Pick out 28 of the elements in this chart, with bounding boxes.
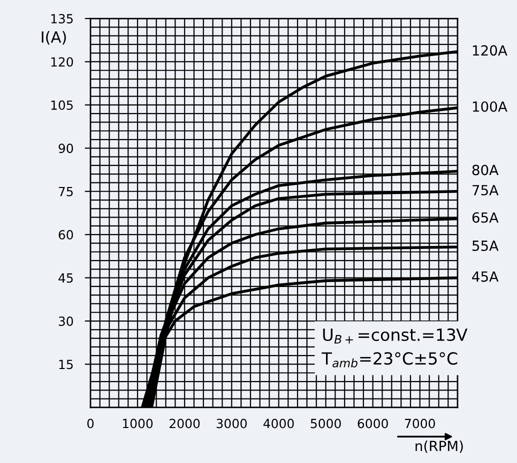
y-tick-label: 60 (58, 230, 73, 240)
series-label: 75A (472, 185, 498, 196)
x-tick-label: 1000 (123, 418, 153, 428)
series-label: 55A (472, 240, 498, 252)
series-label: 80A (472, 164, 498, 176)
y-tick-label: 105 (51, 100, 73, 110)
y-tick-label: 30 (58, 316, 73, 326)
y-tick-label: 90 (58, 144, 73, 154)
x-tick-label: 0 (87, 418, 94, 428)
y-tick-label: 15 (59, 360, 73, 370)
y-tick-label: 120 (51, 57, 73, 67)
y-tick-label: 45 (58, 273, 73, 283)
x-tick-label: 2000 (170, 418, 200, 428)
series-label: 65A (472, 212, 498, 223)
annotation: U$_{B+}$=const.=13V (323, 328, 468, 344)
annotation: T$_{amb}$=23°C±5°C (322, 352, 458, 368)
x-tick-label: 4000 (263, 418, 294, 428)
series-label: 100A (472, 101, 508, 112)
y-tick-label: 135 (51, 14, 73, 24)
x-tick-label: 5000 (310, 418, 341, 428)
x-axis-title: n(RPM) (416, 440, 463, 453)
x-tick-label: 6000 (358, 418, 388, 428)
series-label: 45A (472, 272, 498, 282)
y-tick-label: 75 (58, 187, 73, 196)
x-tick-label: 3000 (216, 418, 247, 428)
series-label: 120A (472, 45, 508, 56)
x-tick-label: 7000 (405, 418, 435, 428)
y-axis-title: I(A) (42, 30, 66, 45)
